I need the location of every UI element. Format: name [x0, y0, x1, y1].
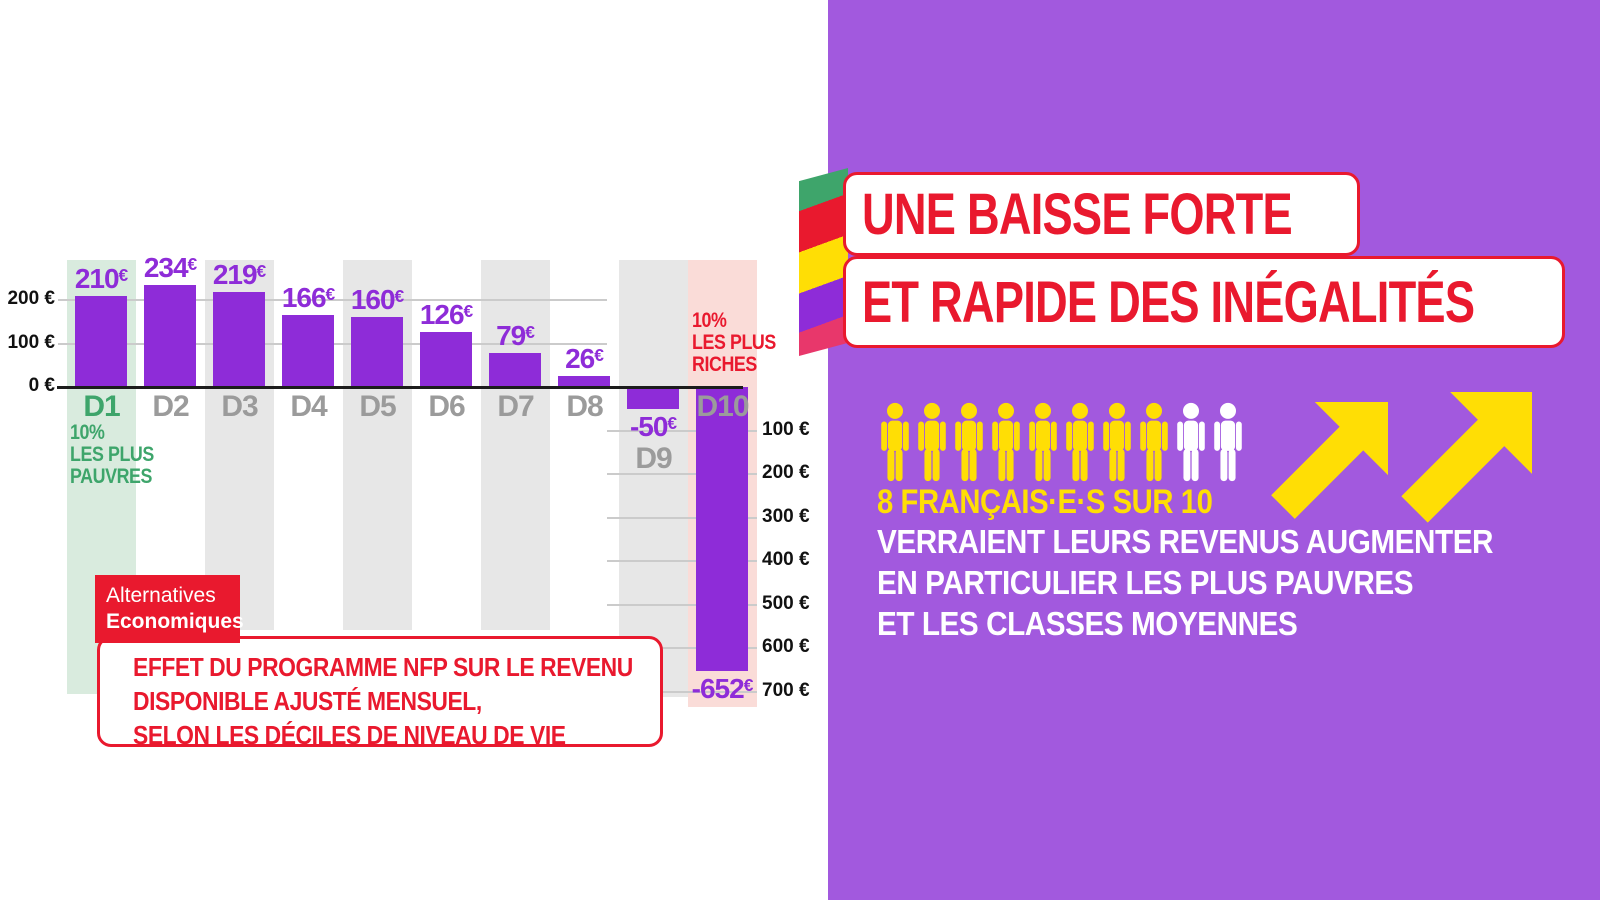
- y-axis-label-right: 100 €: [762, 419, 810, 440]
- poorest-annotation: 10% LES PLUS PAUVRES: [70, 422, 169, 488]
- bar-D9: [627, 387, 679, 409]
- decile-label-D7: D7: [497, 390, 534, 423]
- bar-D2: [144, 285, 196, 387]
- alternatives-economiques-logo: Alternatives Economiques: [95, 575, 244, 643]
- person-icon: [1177, 402, 1205, 482]
- logo-line-2: Economiques: [106, 610, 244, 633]
- stat-body-line: VERRAIENT LEURS REVENUS AUGMENTER: [877, 523, 1494, 560]
- bar-value-label-D2: 234€: [143, 252, 197, 283]
- bar-value-label-D7: 79€: [496, 320, 535, 351]
- decile-label-D10: D10: [696, 390, 749, 423]
- caption-line: SELON LES DÉCILES DE NIVEAU DE VIE: [133, 720, 566, 750]
- gridline--100: [607, 430, 757, 432]
- headline-box-1: UNE BAISSE FORTE: [843, 172, 1360, 256]
- y-axis-label-left: 0 €: [28, 375, 55, 396]
- stat-body-text: VERRAIENT LEURS REVENUS AUGMENTER EN PAR…: [877, 521, 1562, 644]
- person-icon: [1066, 402, 1094, 482]
- decile-label-D6: D6: [428, 390, 465, 423]
- headline-box-2: ET RAPIDE DES INÉGALITÉS: [843, 256, 1565, 348]
- bar-D4: [282, 315, 334, 387]
- bar-value-label-D4: 166€: [281, 282, 335, 313]
- person-icon: [918, 402, 946, 482]
- decile-label-D5: D5: [359, 390, 396, 423]
- bar-value-label-D3: 219€: [212, 259, 266, 290]
- bar-D8: [558, 376, 610, 387]
- richest-annotation: 10% LES PLUS RICHES: [692, 310, 791, 376]
- bar-D6: [420, 332, 472, 387]
- bar-value-label-D6: 126€: [419, 299, 473, 330]
- stat-headline: 8 FRANÇAIS·E·S SUR 10: [877, 483, 1213, 521]
- bar-value-label-D1: 210€: [74, 263, 128, 294]
- gridline--400: [607, 560, 757, 562]
- gridline--600: [607, 647, 757, 649]
- decile-label-D3: D3: [221, 390, 258, 423]
- annotation-line: RICHES: [692, 353, 757, 376]
- logo-line-1: Alternatives: [106, 584, 216, 607]
- headline-line-1: UNE BAISSE FORTE: [862, 181, 1293, 247]
- y-axis-label-right: 300 €: [762, 506, 810, 527]
- x-axis-line: [57, 386, 743, 389]
- annotation-line: PAUVRES: [70, 465, 152, 488]
- stat-body-line: EN PARTICULIER LES PLUS PAUVRES: [877, 564, 1414, 601]
- bar-value-label-D5: 160€: [350, 284, 404, 315]
- bar-D3: [213, 292, 265, 387]
- bar-value-label-D9: -50€: [629, 411, 677, 442]
- y-axis-label-right: 400 €: [762, 549, 810, 570]
- y-axis-label-right: 500 €: [762, 593, 810, 614]
- column-stripe-D9: [619, 260, 688, 697]
- nfp-striped-ribbon: [799, 168, 848, 356]
- caption-line: DISPONIBLE AJUSTÉ MENSUEL,: [133, 686, 482, 716]
- bar-D5: [351, 317, 403, 387]
- caption-line: EFFET DU PROGRAMME NFP SUR LE REVENU: [133, 652, 633, 682]
- bar-D1: [75, 296, 127, 387]
- decile-label-D9: D9: [635, 442, 672, 475]
- gridline--200: [607, 473, 757, 475]
- gridline-200: [58, 299, 607, 301]
- y-axis-label-right: 600 €: [762, 636, 810, 657]
- person-icon: [881, 402, 909, 482]
- up-right-arrow-icon: [1271, 402, 1388, 519]
- annotation-line: 10%: [692, 309, 727, 332]
- person-icon: [1140, 402, 1168, 482]
- person-icon: [1029, 402, 1057, 482]
- bar-value-label-D10: -652€: [691, 673, 754, 704]
- column-stripe-D7: [481, 260, 550, 630]
- y-axis-label-left: 200 €: [7, 288, 55, 309]
- stat-body-line: ET LES CLASSES MOYENNES: [877, 605, 1298, 642]
- bar-value-label-D8: 26€: [565, 343, 604, 374]
- bar-D7: [489, 353, 541, 387]
- bar-D10: [696, 387, 748, 671]
- y-axis-label-left: 100 €: [7, 332, 55, 353]
- gridline--500: [607, 604, 757, 606]
- annotation-line: LES PLUS: [692, 331, 776, 354]
- decile-label-D1: D1: [83, 390, 120, 423]
- y-axis-label-right: 200 €: [762, 462, 810, 483]
- annotation-line: LES PLUS: [70, 443, 154, 466]
- gridline--300: [607, 517, 757, 519]
- decile-label-D8: D8: [566, 390, 603, 423]
- decile-label-D2: D2: [152, 390, 189, 423]
- gridline--700: [607, 691, 757, 693]
- people-pictogram-row: [878, 402, 1245, 482]
- person-icon: [1214, 402, 1242, 482]
- y-axis-label-right: 700 €: [762, 680, 810, 701]
- up-right-arrow-icon: [1401, 392, 1532, 523]
- person-icon: [992, 402, 1020, 482]
- decile-label-D4: D4: [290, 390, 327, 423]
- person-icon: [955, 402, 983, 482]
- annotation-line: 10%: [70, 421, 105, 444]
- headline-line-2: ET RAPIDE DES INÉGALITÉS: [862, 269, 1475, 335]
- chart-caption-box: EFFET DU PROGRAMME NFP SUR LE REVENU DIS…: [97, 636, 663, 750]
- person-icon: [1103, 402, 1131, 482]
